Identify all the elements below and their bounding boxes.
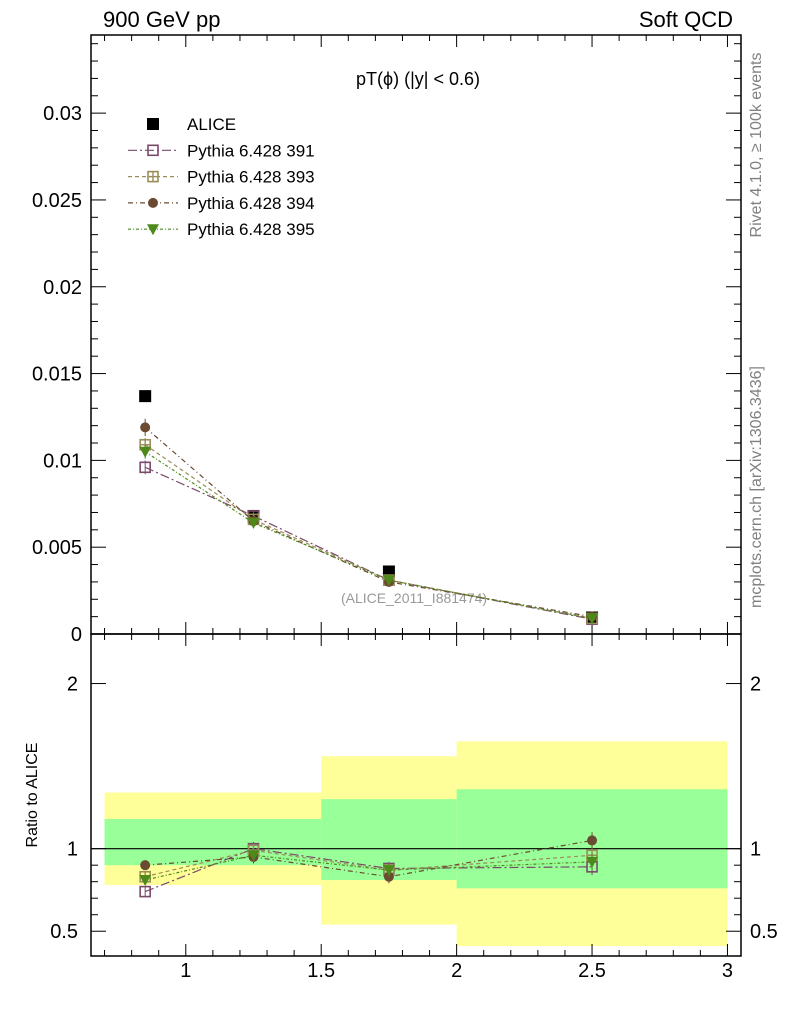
ratio-line-s394 [145, 839, 593, 878]
data-point-s395 [586, 613, 599, 625]
legend-marker-s395 [147, 224, 159, 236]
y-tick-label: 0.005 [32, 537, 82, 559]
x-tick-label: 2.5 [578, 960, 606, 982]
series-line-s395 [144, 451, 593, 619]
header-right-label: Soft QCD [638, 7, 733, 32]
data-point-data [139, 390, 152, 403]
ratio-line-s391 [144, 848, 593, 893]
legend-marker-s391-shape [147, 144, 159, 157]
ratio-point-s395 [247, 850, 260, 862]
data-point-s394-shape [140, 422, 151, 433]
legend-label: Pythia 6.428 391 [187, 141, 315, 160]
series-line-s393 [144, 444, 593, 619]
data-point-s395-shape [139, 446, 152, 458]
ratio-line-s393 [145, 849, 593, 878]
series-line-s394 [144, 426, 593, 618]
legend-label: Pythia 6.428 395 [187, 220, 315, 239]
legend-marker-s394 [148, 197, 158, 208]
data-point-s395-shape [382, 575, 395, 587]
green-band-0 [104, 818, 322, 866]
ratio-point-s394 [587, 835, 598, 846]
x-tick-label: 3 [722, 960, 733, 982]
rivet-version-label: Rivet 4.1.0, ≥ 100k events [748, 53, 765, 238]
legend-marker-s391 [147, 144, 159, 157]
ratio-point-s391-shape [139, 885, 151, 898]
legend-label: Pythia 6.428 393 [187, 168, 315, 187]
data-point-s391 [139, 461, 151, 474]
y-tick-label: 0.025 [32, 190, 82, 212]
ratio-series-group [139, 832, 599, 898]
data-point-s394 [140, 422, 151, 433]
header-left-label: 900 GeV pp [103, 7, 221, 32]
ratio-point-s395 [586, 856, 599, 868]
legend-marker-data [147, 118, 159, 130]
legend-marker-s395-shape [147, 224, 159, 236]
x-tick-label: 2 [451, 960, 462, 982]
ratio-point-s394 [140, 860, 151, 871]
analysis-watermark: (ALICE_2011_I881474) [341, 590, 487, 606]
bottom-panel-frame [90, 633, 742, 957]
ratio-point-s395-shape [247, 850, 260, 862]
y-tick-label: 0.01 [43, 450, 82, 472]
ratio-point-s395-shape [382, 865, 395, 877]
y-tick-label: 0.03 [43, 103, 82, 125]
y-tick-label: 0 [71, 624, 82, 646]
ratio-point-s395 [382, 865, 395, 877]
data-point-s391-shape [139, 461, 151, 474]
ratio-line-s395 [145, 854, 593, 881]
data-point-s395 [247, 517, 260, 529]
x-tick-label: 1.5 [307, 960, 335, 982]
ratio-point-s394-shape [587, 835, 598, 846]
ratio-point-s391 [139, 885, 151, 898]
mcplots-source-label: mcplots.cern.ch [arXiv:1306.3436] [748, 366, 765, 608]
ratio-point-s395-shape [586, 856, 599, 868]
legend-marker-s394-shape [148, 197, 158, 208]
top-series-group [139, 390, 599, 626]
legend-marker-data-shape [147, 118, 159, 130]
data-point-s395 [382, 575, 395, 587]
data-point-s395 [139, 446, 152, 458]
ratio-y-tick-label-right: 0.5 [750, 921, 778, 943]
x-tick-label: 1 [180, 960, 191, 982]
data-point-s395-shape [586, 613, 599, 625]
ratio-point-s395-shape [139, 875, 152, 887]
legend-label: Pythia 6.428 394 [187, 194, 315, 213]
legend-marker-s393 [147, 170, 159, 183]
y-tick-label: 0.02 [43, 277, 82, 299]
ratio-y-tick-label: 2 [67, 674, 78, 696]
ratio-y-axis-label: Ratio to ALICE [24, 743, 41, 848]
ratio-y-tick-label-right: 2 [750, 674, 761, 696]
legend-label: ALICE [187, 115, 236, 134]
series-line-s391 [144, 466, 593, 620]
ratio-point-s394-shape [140, 860, 151, 871]
data-point-data-shape [139, 390, 152, 403]
data-point-s395-shape [247, 517, 260, 529]
ratio-y-tick-label: 0.5 [50, 921, 78, 943]
plot-title: pT(ϕ) (|y| < 0.6) [356, 69, 480, 89]
ratio-y-tick-label: 1 [67, 839, 78, 861]
y-tick-label: 0.015 [32, 364, 82, 386]
ratio-point-s395 [139, 875, 152, 887]
ratio-y-tick-label-right: 1 [750, 839, 761, 861]
